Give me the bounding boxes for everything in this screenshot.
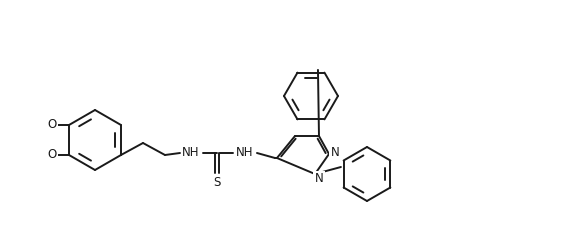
Text: S: S xyxy=(213,176,221,189)
Text: NH: NH xyxy=(182,146,200,160)
Text: N: N xyxy=(315,173,323,185)
Text: O: O xyxy=(47,119,57,131)
Text: N: N xyxy=(331,146,339,160)
Text: O: O xyxy=(47,148,57,162)
Text: NH: NH xyxy=(236,146,254,160)
